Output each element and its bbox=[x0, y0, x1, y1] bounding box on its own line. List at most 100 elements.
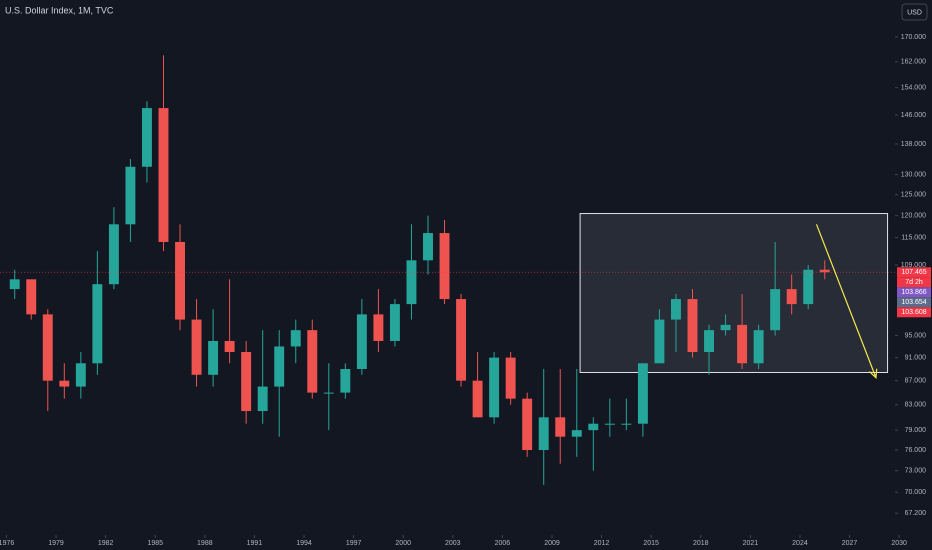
candle-body bbox=[604, 423, 615, 425]
candle-body bbox=[158, 108, 169, 242]
candle-body bbox=[307, 330, 318, 393]
last-price-label: 107.465 bbox=[901, 269, 926, 276]
candle-body bbox=[704, 330, 714, 352]
y-tick-label: 125.000 bbox=[901, 192, 926, 199]
y-tick-label: 87.000 bbox=[905, 378, 927, 385]
countdown-label-bg bbox=[897, 277, 931, 288]
x-tick-label: 1976 bbox=[0, 540, 14, 547]
y-tick-label: 76.000 bbox=[905, 447, 927, 454]
candle-body bbox=[489, 357, 500, 418]
price-marker-label: 103.866 bbox=[901, 289, 926, 296]
x-tick-label: 2006 bbox=[495, 540, 511, 547]
candle-body bbox=[654, 319, 665, 364]
candle-body bbox=[456, 299, 467, 381]
x-tick-label: 2021 bbox=[743, 540, 759, 547]
candle-body bbox=[555, 417, 566, 437]
x-tick-label: 2018 bbox=[693, 540, 709, 547]
x-tick-label: 2003 bbox=[445, 540, 461, 547]
x-tick-label: 2000 bbox=[395, 540, 411, 547]
candle-body bbox=[356, 314, 367, 370]
x-tick-label: 1985 bbox=[147, 540, 163, 547]
candle-body bbox=[389, 304, 400, 341]
countdown-label: 7d 2h bbox=[905, 279, 923, 286]
y-tick-label: 162.000 bbox=[901, 59, 926, 66]
candle-body bbox=[75, 363, 86, 387]
axes: 67.200 70.000 73.000 76.000 79.000 83.000 87.0… bbox=[0, 34, 931, 547]
x-tick-label: 2027 bbox=[842, 540, 858, 547]
x-tick-label: 2024 bbox=[792, 540, 808, 547]
candle-body bbox=[108, 224, 119, 285]
candle-body bbox=[720, 324, 731, 331]
candle-body bbox=[323, 392, 334, 394]
candle-body bbox=[819, 269, 830, 273]
x-tick-label: 2009 bbox=[544, 540, 560, 547]
y-tick-label: 83.000 bbox=[905, 402, 927, 409]
candle-body bbox=[59, 380, 70, 387]
candle-body bbox=[191, 319, 202, 375]
candle-body bbox=[257, 386, 268, 412]
y-tick-label: 115.000 bbox=[901, 234, 926, 241]
y-tick-label: 138.000 bbox=[901, 141, 926, 148]
x-tick-label: 1991 bbox=[247, 540, 263, 547]
y-tick-label: 67.200 bbox=[905, 510, 927, 517]
y-tick-label: 91.000 bbox=[905, 354, 927, 361]
price-marker-label: 103.654 bbox=[901, 299, 926, 306]
last-price-label-bg bbox=[897, 267, 931, 278]
candle-body bbox=[373, 314, 384, 341]
candle-body bbox=[571, 430, 582, 437]
candle-body bbox=[42, 314, 53, 381]
currency-label[interactable]: USD bbox=[907, 9, 922, 16]
candle-body bbox=[753, 330, 764, 364]
x-tick-label: 1988 bbox=[197, 540, 213, 547]
price-marker-label-bg bbox=[897, 297, 931, 308]
y-tick-label: 70.000 bbox=[905, 489, 927, 496]
y-tick-label: 95.000 bbox=[905, 332, 927, 339]
candle-body bbox=[274, 346, 285, 387]
candle-body bbox=[505, 357, 516, 399]
range-box bbox=[579, 213, 889, 373]
candle-body bbox=[340, 369, 351, 393]
trend-arrow bbox=[815, 224, 877, 378]
y-tick-label: 146.000 bbox=[901, 112, 926, 119]
chart-title: U.S. Dollar Index, 1M, TVC bbox=[5, 5, 114, 15]
candle-body bbox=[142, 108, 152, 167]
y-tick-label: 109.000 bbox=[901, 262, 926, 269]
candle-body bbox=[588, 423, 599, 431]
candle-body bbox=[522, 398, 533, 451]
candle-body bbox=[26, 279, 37, 315]
price-marker-label: 103.608 bbox=[901, 309, 926, 316]
candle-body bbox=[637, 363, 648, 424]
x-tick-label: 2015 bbox=[643, 540, 659, 547]
candle-body bbox=[439, 233, 450, 300]
x-tick-label: 1979 bbox=[48, 540, 64, 547]
candle-body bbox=[786, 289, 797, 305]
candle-body bbox=[125, 166, 136, 225]
candle-body bbox=[208, 340, 219, 375]
candle-body bbox=[687, 299, 698, 352]
candle-body bbox=[770, 289, 781, 331]
time-axis bbox=[0, 535, 932, 550]
candle-body bbox=[621, 423, 632, 425]
price-marker-label-bg bbox=[897, 307, 931, 318]
candle-body bbox=[175, 241, 185, 320]
candle-body bbox=[423, 233, 433, 261]
candle-body bbox=[737, 324, 748, 364]
y-tick-label: 73.000 bbox=[905, 468, 927, 475]
candle-body bbox=[241, 351, 252, 412]
x-tick-label: 2012 bbox=[594, 540, 610, 547]
candle-body bbox=[9, 279, 20, 290]
y-tick-label: 154.000 bbox=[901, 85, 926, 92]
plot-area bbox=[0, 55, 895, 485]
currency-button[interactable] bbox=[901, 3, 928, 21]
y-tick-label: 170.000 bbox=[901, 34, 926, 41]
candle-body bbox=[671, 299, 681, 320]
y-tick-label: 130.000 bbox=[901, 171, 926, 178]
candle-body bbox=[803, 269, 814, 305]
candle-body bbox=[538, 417, 549, 451]
x-tick-label: 1982 bbox=[98, 540, 114, 547]
candle-body bbox=[406, 260, 417, 305]
y-tick-label: 79.000 bbox=[905, 427, 927, 434]
x-tick-label: 1997 bbox=[346, 540, 362, 547]
